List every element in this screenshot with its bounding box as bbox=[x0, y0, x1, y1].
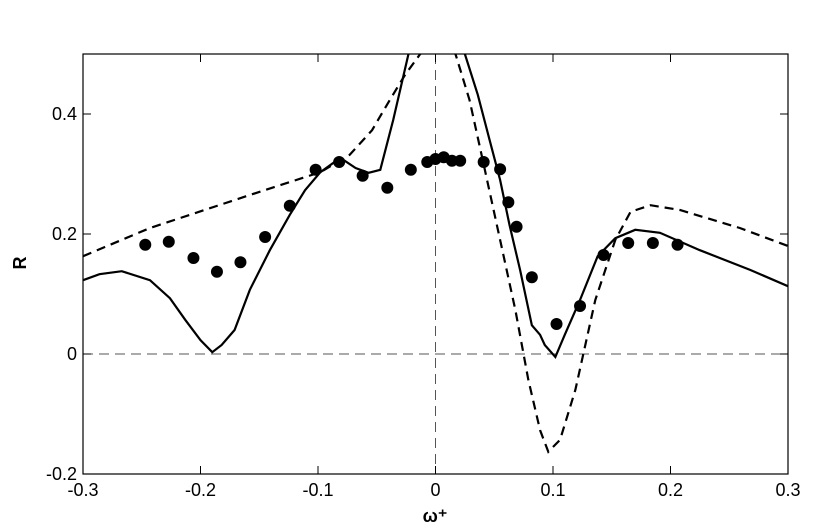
data-point bbox=[259, 231, 272, 243]
data-point bbox=[404, 163, 417, 176]
data-point bbox=[333, 156, 346, 168]
data-point bbox=[234, 256, 247, 269]
line-series bbox=[83, 54, 788, 360]
y-tick-label: 0.2 bbox=[52, 224, 77, 244]
data-point bbox=[187, 252, 200, 264]
data-point bbox=[525, 271, 538, 284]
plot-frame bbox=[82, 53, 789, 475]
data-point bbox=[510, 220, 523, 233]
data-point bbox=[162, 235, 175, 248]
y-axis-label: R bbox=[10, 257, 30, 270]
line-series bbox=[83, 54, 788, 454]
data-point bbox=[622, 237, 635, 249]
data-point bbox=[502, 196, 515, 209]
x-tick-label: 0 bbox=[430, 480, 440, 500]
data-point bbox=[210, 265, 223, 278]
x-tick-label: -0.1 bbox=[302, 480, 333, 500]
data-point bbox=[671, 238, 684, 251]
data-point bbox=[550, 318, 563, 330]
data-point bbox=[445, 154, 458, 167]
plot-area bbox=[83, 54, 788, 474]
data-point bbox=[356, 169, 369, 182]
data-point bbox=[597, 249, 610, 261]
y-tick-label: -0.2 bbox=[46, 464, 77, 484]
data-point bbox=[309, 163, 322, 176]
data-point bbox=[283, 199, 296, 212]
x-tick-label: -0.2 bbox=[185, 480, 216, 500]
x-tick-label: 0.1 bbox=[540, 480, 565, 500]
x-tick-label: 0.3 bbox=[775, 480, 800, 500]
data-point bbox=[646, 237, 659, 249]
x-tick-label: -0.3 bbox=[67, 480, 98, 500]
data-point bbox=[494, 163, 507, 176]
data-point bbox=[454, 154, 467, 167]
data-point bbox=[139, 238, 152, 251]
data-point bbox=[574, 300, 587, 312]
x-tick-label: 0.2 bbox=[658, 480, 683, 500]
y-tick-label: 0.4 bbox=[52, 104, 77, 124]
data-point bbox=[381, 181, 394, 194]
x-axis-label: ω⁺ bbox=[423, 506, 448, 526]
y-tick-label: 0 bbox=[67, 344, 77, 364]
data-point bbox=[477, 156, 490, 168]
